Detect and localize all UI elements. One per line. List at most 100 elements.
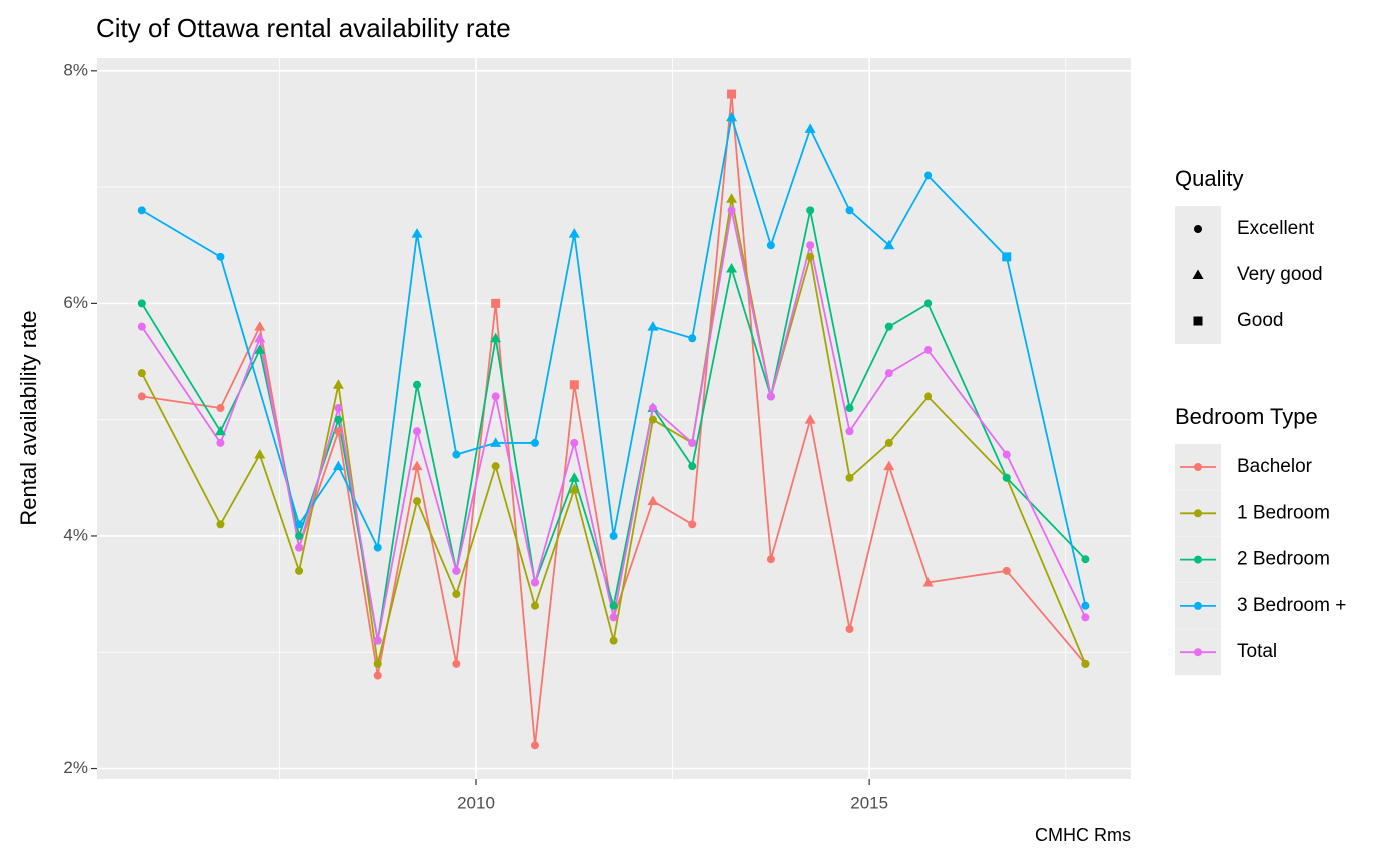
data-point [570,438,579,447]
data-point [1081,613,1090,622]
data-point [1081,659,1090,668]
data-point [491,392,500,401]
data-point [883,460,895,471]
series-line [141,93,1087,746]
data-point [806,206,815,215]
y-tick-label: 2% [63,758,88,777]
data-point [530,438,539,447]
data-point [295,566,304,575]
data-point [216,404,225,413]
data-point [1002,450,1011,459]
data-point [726,193,738,203]
data-point [334,415,343,424]
data-point [254,332,266,343]
data-point [647,321,659,331]
data-point [845,473,854,482]
legend-symbol [1194,601,1202,610]
panel [97,58,1131,779]
data-point [688,462,697,471]
legend-symbol [1193,316,1203,326]
data-point [688,438,697,447]
data-point [413,427,422,436]
data-point [1002,473,1011,482]
legend-title: Quality [1175,166,1243,191]
legend-title: Bedroom Type [1175,404,1318,429]
data-point [530,601,539,610]
y-tick-label: 4% [63,525,88,544]
legend-label: Total [1237,641,1277,662]
legend-label: 3 Bedroom + [1237,595,1346,616]
legend-label: Very good [1237,264,1323,285]
data-point [295,543,304,552]
data-point [254,344,266,354]
data-point [688,520,697,529]
data-point [530,578,539,587]
data-point [804,123,816,133]
data-point [137,369,146,378]
data-point [804,414,816,424]
data-point [924,392,933,401]
data-point [569,380,579,390]
data-point [295,531,304,540]
data-point [609,531,618,540]
data-point [1002,252,1012,262]
data-point [922,576,934,587]
data-point [332,460,344,471]
legend-symbol [1194,509,1202,518]
data-point [1081,555,1090,564]
legend-label: 1 Bedroom [1237,502,1330,523]
chart-title: City of Ottawa rental availability rate [96,13,511,43]
data-point [726,111,738,122]
data-point [137,299,146,308]
x-tick-label: 2015 [850,793,888,812]
legend-label: Good [1237,310,1283,331]
data-point [609,613,618,622]
data-point [216,252,225,261]
data-point [884,322,893,331]
data-point [884,369,893,378]
data-point [568,472,580,482]
legend-label: Excellent [1237,218,1315,239]
data-point [452,590,461,599]
data-point [373,659,382,668]
legend-symbol [1194,463,1202,471]
data-point [845,404,854,413]
data-point [1081,601,1090,610]
data-point [647,495,659,506]
data-point [609,601,618,610]
data-point [568,483,580,494]
data-point [806,241,815,250]
y-tick-label: 6% [63,293,88,312]
data-point [411,228,423,238]
data-point [490,437,502,447]
data-point [727,89,737,99]
data-point [214,425,226,436]
caption: CMHC Rms [1035,825,1131,845]
data-point [490,332,502,343]
data-point [334,404,343,413]
legend-symbol [1194,648,1202,657]
data-point [373,543,382,552]
data-point [373,671,382,680]
data-point [924,345,933,354]
data-point [806,252,815,261]
data-point [334,427,343,436]
data-point [766,555,775,564]
data-point [137,322,146,331]
data-point [924,171,933,180]
data-point [726,262,738,273]
data-point [609,636,618,645]
y-tick-label: 8% [63,60,88,79]
data-point [845,624,854,633]
legend-label: Bachelor [1237,456,1313,477]
y-axis-title: Rental availability rate [16,310,41,525]
data-point [413,380,422,389]
data-point [1002,566,1011,575]
data-point [883,239,895,250]
data-point [411,460,423,471]
data-point [137,206,146,215]
data-point [884,438,893,447]
data-point [648,404,657,413]
data-point [295,520,304,529]
